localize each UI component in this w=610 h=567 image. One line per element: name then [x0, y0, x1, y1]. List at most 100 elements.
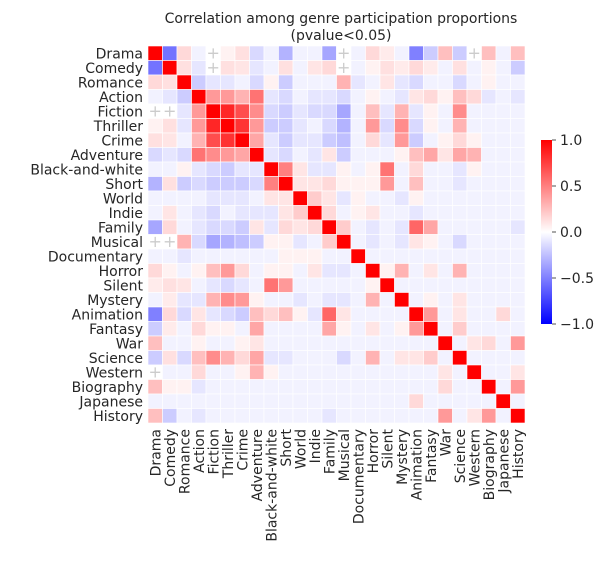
heatmap-cell — [234, 103, 250, 119]
heatmap-cell — [147, 147, 163, 163]
heatmap-cell — [408, 350, 424, 366]
heatmap-cell — [321, 147, 337, 163]
heatmap-cell — [191, 277, 207, 293]
heatmap-cell — [365, 132, 381, 148]
heatmap-cell — [191, 335, 207, 351]
heatmap-cell — [321, 74, 337, 90]
heatmap-cell — [191, 176, 207, 192]
heatmap-cell — [437, 103, 453, 119]
heatmap-cell — [321, 118, 337, 134]
heatmap-cell — [423, 364, 439, 380]
heatmap-cell — [249, 306, 265, 322]
heatmap-cell — [394, 147, 410, 163]
heatmap-cell — [307, 379, 323, 395]
heatmap-cell — [147, 277, 163, 293]
heatmap-cell — [394, 350, 410, 366]
heatmap-cell — [191, 292, 207, 308]
heatmap-cell — [336, 364, 352, 380]
heatmap-cell — [249, 60, 265, 76]
heatmap-cell — [321, 364, 337, 380]
heatmap-cell — [191, 379, 207, 395]
heatmap-cell — [365, 408, 381, 424]
heatmap-cell — [495, 45, 511, 61]
heatmap-cell — [437, 234, 453, 250]
heatmap-cell — [220, 190, 236, 206]
y-tick-label: Thriller — [93, 119, 143, 135]
heatmap-cell — [220, 379, 236, 395]
heatmap-cell — [379, 74, 395, 90]
heatmap-cell — [336, 321, 352, 337]
heatmap-cell — [495, 393, 511, 409]
heatmap-cell — [336, 277, 352, 293]
heatmap-cell — [466, 234, 482, 250]
heatmap-cell — [205, 364, 221, 380]
heatmap-cell — [205, 321, 221, 337]
heatmap-cell — [437, 364, 453, 380]
heatmap-cell — [466, 335, 482, 351]
heatmap-cell — [423, 118, 439, 134]
heatmap-cell — [278, 364, 294, 380]
heatmap-cell — [321, 234, 337, 250]
heatmap-cell — [336, 147, 352, 163]
heatmap-cell — [220, 176, 236, 192]
heatmap-cell — [379, 248, 395, 264]
y-tick-label: World — [103, 191, 143, 207]
heatmap-cell — [278, 45, 294, 61]
x-tick-label: Silent — [380, 429, 396, 469]
heatmap-cell — [510, 350, 526, 366]
heatmap-cell — [234, 118, 250, 134]
heatmap-cell — [408, 190, 424, 206]
y-tick-label: History — [93, 409, 143, 425]
heatmap-cell — [307, 321, 323, 337]
x-tick-label: Musical — [337, 429, 353, 481]
heatmap-cell — [176, 89, 192, 105]
heatmap-cell — [495, 219, 511, 235]
heatmap-cell — [423, 45, 439, 61]
colorbar-tick-label: 1.0 — [560, 133, 582, 149]
heatmap-cell — [321, 161, 337, 177]
heatmap-cell — [176, 277, 192, 293]
heatmap-cell — [379, 60, 395, 76]
heatmap-cell — [292, 147, 308, 163]
heatmap-cell — [292, 118, 308, 134]
heatmap-cell — [437, 306, 453, 322]
heatmap-cell — [350, 234, 366, 250]
heatmap-cell — [147, 321, 163, 337]
heatmap-cell — [423, 306, 439, 322]
heatmap-cell — [307, 176, 323, 192]
heatmap-cell — [336, 205, 352, 221]
heatmap-cell — [191, 205, 207, 221]
y-tick-label: Fiction — [98, 104, 143, 120]
heatmap-cell — [379, 89, 395, 105]
y-tick-label: Animation — [72, 307, 143, 323]
heatmap-cell — [408, 321, 424, 337]
heatmap-cell — [379, 393, 395, 409]
heatmap-cell — [408, 292, 424, 308]
heatmap-cell — [234, 89, 250, 105]
heatmap-cell — [350, 205, 366, 221]
heatmap-cell — [307, 205, 323, 221]
heatmap-cell — [205, 408, 221, 424]
heatmap-cell — [466, 306, 482, 322]
heatmap-cell — [321, 89, 337, 105]
heatmap-cell — [394, 292, 410, 308]
heatmap-cell — [365, 74, 381, 90]
heatmap-cell — [423, 408, 439, 424]
x-tick-label: Thriller — [221, 429, 237, 479]
heatmap-cell — [336, 132, 352, 148]
heatmap-cell — [263, 393, 279, 409]
heatmap-cell — [292, 45, 308, 61]
heatmap-cell — [278, 335, 294, 351]
heatmap-cell — [191, 350, 207, 366]
heatmap-cell — [321, 190, 337, 206]
heatmap-cell — [249, 364, 265, 380]
heatmap-cell — [147, 74, 163, 90]
heatmap-cell — [278, 205, 294, 221]
heatmap-cell — [220, 132, 236, 148]
heatmap-cell — [379, 350, 395, 366]
heatmap-cell — [220, 306, 236, 322]
heatmap-cell — [292, 89, 308, 105]
heatmap-cell — [379, 234, 395, 250]
heatmap-cell — [466, 89, 482, 105]
heatmap-cell — [278, 292, 294, 308]
